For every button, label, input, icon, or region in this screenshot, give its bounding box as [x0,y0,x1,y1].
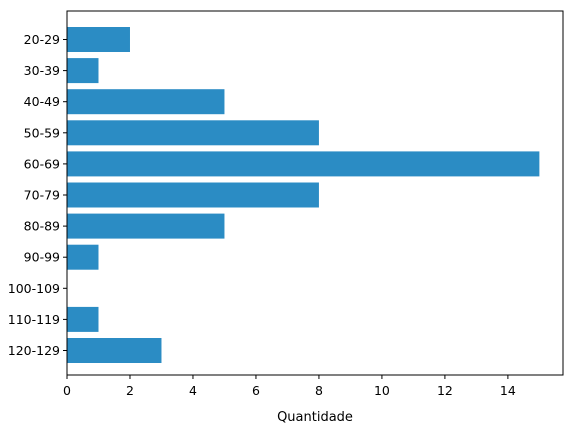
y-tick-label: 80-89 [24,219,60,234]
bars-group [67,27,540,363]
y-tick-label: 20-29 [24,32,60,47]
bar-120-129 [67,338,162,363]
bar-20-29 [67,27,130,52]
x-tick-label: 4 [189,383,197,398]
x-tick-label: 6 [252,383,260,398]
bar-40-49 [67,89,225,115]
bar-80-89 [67,213,225,239]
y-tick-label: 90-99 [24,250,60,265]
y-tick-label: 40-49 [24,94,60,109]
y-tick-label: 60-69 [24,156,60,171]
bar-90-99 [67,244,99,270]
plot-frame [66,10,564,376]
x-tick-label: 10 [374,383,390,398]
x-tick-label: 0 [63,383,71,398]
x-axis-ticks: 0 2 4 6 8 10 12 14 [63,375,516,398]
bar-110-119 [67,306,99,332]
x-axis-label: Quantidade [277,410,353,425]
y-tick-label: 120-129 [8,343,60,358]
x-tick-label: 12 [437,383,453,398]
y-tick-label: 70-79 [24,188,60,203]
y-axis-ticks: 20-29 30-39 40-49 50-59 60-69 70-79 80-89 90-99… [8,32,67,358]
y-tick-label: 50-59 [24,125,60,140]
y-tick-label: 110-119 [8,312,60,327]
bar-60-69 [67,151,540,177]
x-tick-label: 14 [500,383,516,398]
x-tick-label: 2 [126,383,134,398]
bar-70-79 [67,182,319,208]
y-tick-label: 100-109 [8,281,60,296]
x-tick-label: 8 [315,383,323,398]
y-tick-label: 30-39 [24,63,60,78]
bar-30-39 [67,58,99,84]
bar-50-59 [67,120,319,146]
